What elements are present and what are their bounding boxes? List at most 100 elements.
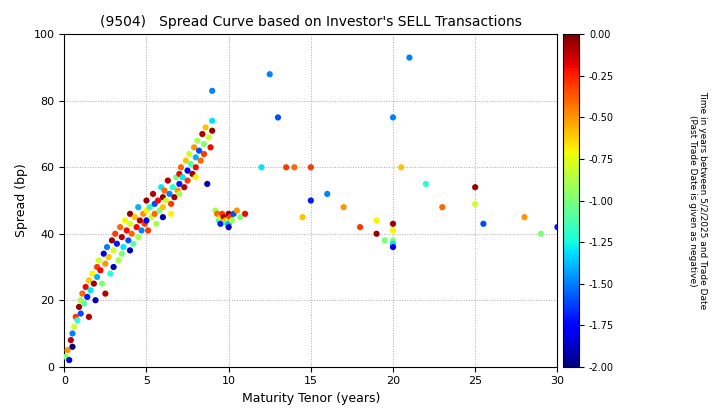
Point bbox=[65, 337, 76, 344]
Point bbox=[200, 124, 212, 131]
Point bbox=[117, 244, 129, 250]
Point bbox=[190, 154, 202, 161]
Point bbox=[149, 200, 161, 207]
Point bbox=[225, 214, 236, 220]
Point bbox=[231, 207, 243, 214]
Point bbox=[111, 240, 122, 247]
Point bbox=[387, 244, 399, 250]
Point bbox=[88, 280, 99, 287]
Point bbox=[162, 177, 174, 184]
Point bbox=[190, 174, 202, 181]
Point bbox=[387, 114, 399, 121]
Point bbox=[280, 164, 292, 171]
Point bbox=[114, 224, 126, 231]
Point bbox=[136, 227, 148, 234]
Point bbox=[371, 231, 382, 237]
Point bbox=[70, 313, 81, 320]
Y-axis label: Time in years between 5/2/2025 and Trade Date
(Past Trade Date is given as negat: Time in years between 5/2/2025 and Trade… bbox=[688, 92, 707, 310]
Point bbox=[166, 200, 177, 207]
Point bbox=[379, 237, 390, 244]
Point bbox=[212, 210, 223, 217]
Point bbox=[322, 191, 333, 197]
Point bbox=[163, 191, 175, 197]
Point bbox=[195, 157, 207, 164]
Point bbox=[198, 141, 210, 147]
Point bbox=[289, 164, 300, 171]
Point bbox=[148, 191, 159, 197]
Point bbox=[213, 217, 225, 224]
Point bbox=[305, 197, 317, 204]
Point bbox=[552, 224, 563, 231]
Point bbox=[174, 181, 185, 187]
Point bbox=[256, 164, 267, 171]
Point bbox=[161, 197, 172, 204]
Point bbox=[63, 357, 75, 363]
Point bbox=[157, 204, 168, 210]
Point bbox=[134, 217, 145, 224]
Point bbox=[203, 134, 215, 141]
Y-axis label: Spread (bp): Spread (bp) bbox=[15, 164, 28, 237]
Point bbox=[125, 220, 136, 227]
Point bbox=[80, 284, 91, 290]
Point bbox=[193, 147, 204, 154]
Point bbox=[102, 244, 113, 250]
Point bbox=[121, 227, 132, 234]
Point bbox=[172, 187, 184, 194]
Point bbox=[129, 214, 140, 220]
Point bbox=[168, 194, 180, 201]
Point bbox=[116, 234, 127, 241]
Point bbox=[157, 194, 168, 201]
Point bbox=[156, 184, 167, 191]
Point bbox=[132, 234, 144, 241]
Point bbox=[535, 231, 546, 237]
Point bbox=[131, 224, 143, 231]
Point bbox=[75, 297, 86, 304]
Point bbox=[297, 214, 308, 220]
Point bbox=[469, 200, 481, 207]
Point bbox=[218, 214, 230, 220]
Point bbox=[157, 214, 168, 220]
X-axis label: Maturity Tenor (years): Maturity Tenor (years) bbox=[242, 392, 380, 405]
Point bbox=[189, 144, 200, 151]
Point bbox=[99, 260, 111, 267]
Point bbox=[138, 210, 149, 217]
Point bbox=[192, 137, 203, 144]
Point bbox=[154, 207, 166, 214]
Point bbox=[181, 177, 193, 184]
Point bbox=[220, 217, 231, 224]
Point bbox=[149, 210, 161, 217]
Point bbox=[179, 184, 190, 191]
Point bbox=[106, 237, 117, 244]
Point bbox=[181, 167, 193, 174]
Point bbox=[76, 290, 88, 297]
Point bbox=[185, 160, 197, 167]
Point bbox=[140, 197, 152, 204]
Point bbox=[223, 217, 235, 224]
Point bbox=[420, 181, 431, 187]
Point bbox=[78, 300, 90, 307]
Point bbox=[108, 247, 120, 254]
Point bbox=[67, 344, 78, 350]
Point bbox=[62, 347, 73, 354]
Point bbox=[166, 210, 177, 217]
Point bbox=[143, 227, 154, 234]
Point bbox=[387, 227, 399, 234]
Point bbox=[93, 257, 104, 264]
Point bbox=[126, 231, 138, 237]
Point bbox=[174, 171, 185, 177]
Point bbox=[90, 297, 102, 304]
Point bbox=[122, 237, 134, 244]
Point bbox=[104, 270, 116, 277]
Point bbox=[99, 290, 111, 297]
Point bbox=[436, 204, 448, 210]
Point bbox=[108, 264, 120, 270]
Point bbox=[239, 210, 251, 217]
Point bbox=[338, 204, 349, 210]
Point bbox=[235, 214, 246, 220]
Point bbox=[175, 164, 186, 171]
Point bbox=[198, 151, 210, 158]
Point bbox=[140, 207, 152, 214]
Point bbox=[177, 174, 189, 181]
Point bbox=[120, 217, 131, 224]
Point bbox=[180, 157, 192, 164]
